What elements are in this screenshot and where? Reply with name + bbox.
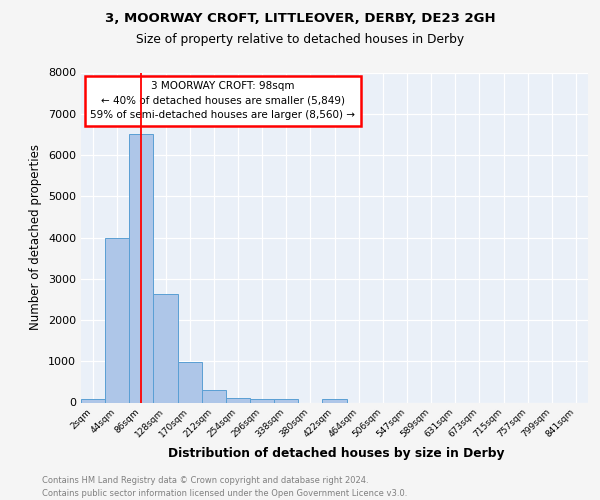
Bar bbox=[202, 390, 226, 402]
Text: Size of property relative to detached houses in Derby: Size of property relative to detached ho… bbox=[136, 32, 464, 46]
Bar bbox=[250, 398, 274, 402]
Text: 3, MOORWAY CROFT, LITTLEOVER, DERBY, DE23 2GH: 3, MOORWAY CROFT, LITTLEOVER, DERBY, DE2… bbox=[104, 12, 496, 26]
Text: 3 MOORWAY CROFT: 98sqm
← 40% of detached houses are smaller (5,849)
59% of semi-: 3 MOORWAY CROFT: 98sqm ← 40% of detached… bbox=[91, 80, 355, 120]
Bar bbox=[178, 362, 202, 403]
Bar bbox=[322, 399, 347, 402]
Y-axis label: Number of detached properties: Number of detached properties bbox=[29, 144, 43, 330]
Bar bbox=[226, 398, 250, 402]
Bar bbox=[81, 399, 105, 402]
Bar bbox=[105, 238, 129, 402]
Text: Contains public sector information licensed under the Open Government Licence v3: Contains public sector information licen… bbox=[42, 489, 407, 498]
Bar bbox=[274, 398, 298, 402]
Text: Distribution of detached houses by size in Derby: Distribution of detached houses by size … bbox=[168, 448, 504, 460]
Text: Contains HM Land Registry data © Crown copyright and database right 2024.: Contains HM Land Registry data © Crown c… bbox=[42, 476, 368, 485]
Bar bbox=[129, 134, 154, 402]
Bar bbox=[154, 294, 178, 403]
